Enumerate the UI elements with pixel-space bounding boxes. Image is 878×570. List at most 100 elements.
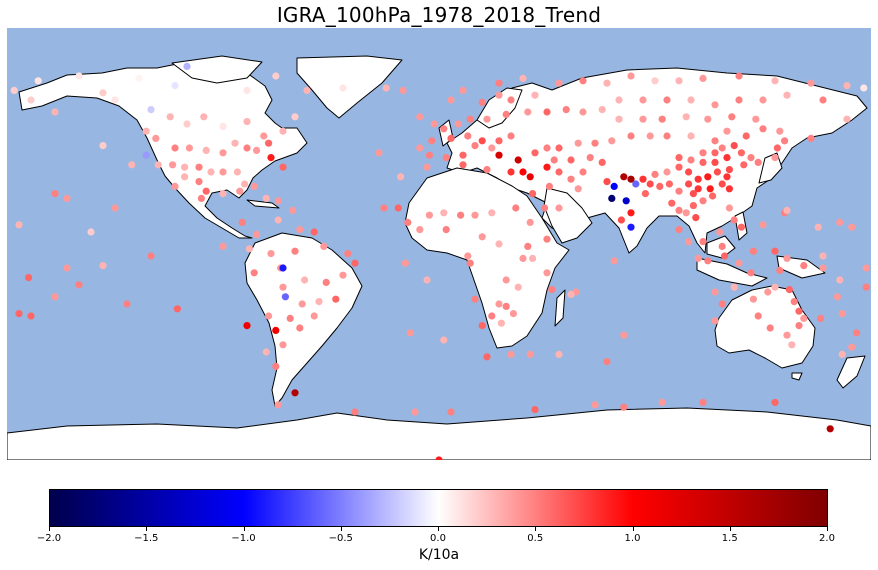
station-point [622,197,630,205]
station-point [339,84,347,92]
station-point [730,216,738,224]
station-point [123,300,131,308]
station-point [548,286,556,294]
station-point [682,209,690,217]
land-indonesia [696,257,768,287]
station-point [567,290,575,298]
station-point [807,134,815,142]
station-point [550,156,558,164]
station-point [836,218,844,226]
station-point [502,302,510,310]
station-point [579,108,587,116]
station-point [231,139,239,147]
station-point [735,96,743,104]
station-point [689,190,698,198]
station-point [495,91,503,99]
colorbar-tick [49,527,50,531]
station-point [766,324,774,332]
station-point [730,283,738,291]
station-point [555,168,563,176]
station-point [519,74,527,82]
station-point [723,127,731,135]
station-point [749,247,758,255]
station-point [128,161,136,169]
station-point [617,216,626,224]
station-point [699,74,707,82]
station-point [711,317,719,325]
station-point [279,264,287,272]
station-point [771,154,779,162]
station-point [776,127,784,135]
station-point [817,314,825,322]
station-point [519,168,527,176]
station-point [567,156,575,164]
station-point [742,132,750,140]
land-antarctica [7,407,871,460]
station-point [51,293,59,301]
station-point [692,214,700,222]
station-point [339,271,347,279]
station-point [711,158,719,166]
station-point [718,300,726,308]
station-point [197,194,205,202]
station-point [344,250,352,258]
station-point [260,132,268,140]
station-point [711,149,719,157]
station-point [627,209,635,217]
colorbar-tick [340,527,342,531]
colorbar-tick [729,527,731,531]
station-point [289,206,297,214]
station-point [351,259,359,267]
station-point [651,77,659,85]
station-point [730,142,738,150]
station-point [529,190,537,198]
station-point [267,154,275,162]
station-point [711,101,719,109]
station-point [771,77,779,85]
station-point [142,151,150,159]
station-point [173,305,181,313]
station-point [507,350,515,358]
station-point [699,158,707,166]
station-point [195,178,203,186]
station-point [713,168,722,176]
station-point [737,149,746,157]
station-point [759,96,767,104]
station-point [286,314,294,322]
station-point [562,106,570,114]
station-point [464,252,472,260]
station-point [543,144,551,152]
station-point [579,168,587,176]
station-point [728,113,736,121]
station-point [848,343,856,351]
station-point [478,233,486,241]
colorbar-tick-label: 2.0 [819,533,835,544]
station-point [838,310,846,318]
station-point [685,168,693,176]
station-point [711,288,719,296]
colorbar-tick [243,527,245,531]
colorbar-tick-label: 0.5 [527,533,544,544]
station-point [773,144,782,152]
station-point [233,168,241,176]
station-point [454,120,462,128]
station-point [675,154,683,162]
station-point [495,79,503,87]
colorbar-tick-label: −1.5 [134,533,159,544]
station-point [279,163,287,171]
station-point [236,187,244,195]
station-point [315,298,323,306]
station-point [795,307,803,315]
station-point [169,161,177,169]
station-point [555,144,563,152]
station-point [610,182,618,190]
colorbar-label: K/10a [418,547,460,563]
station-point [265,139,273,147]
land-south-america [244,232,363,407]
station-point [243,144,251,152]
station-point [627,175,635,183]
station-point [243,322,251,330]
station-point [207,168,215,176]
station-point [166,113,174,121]
station-point [526,350,534,358]
